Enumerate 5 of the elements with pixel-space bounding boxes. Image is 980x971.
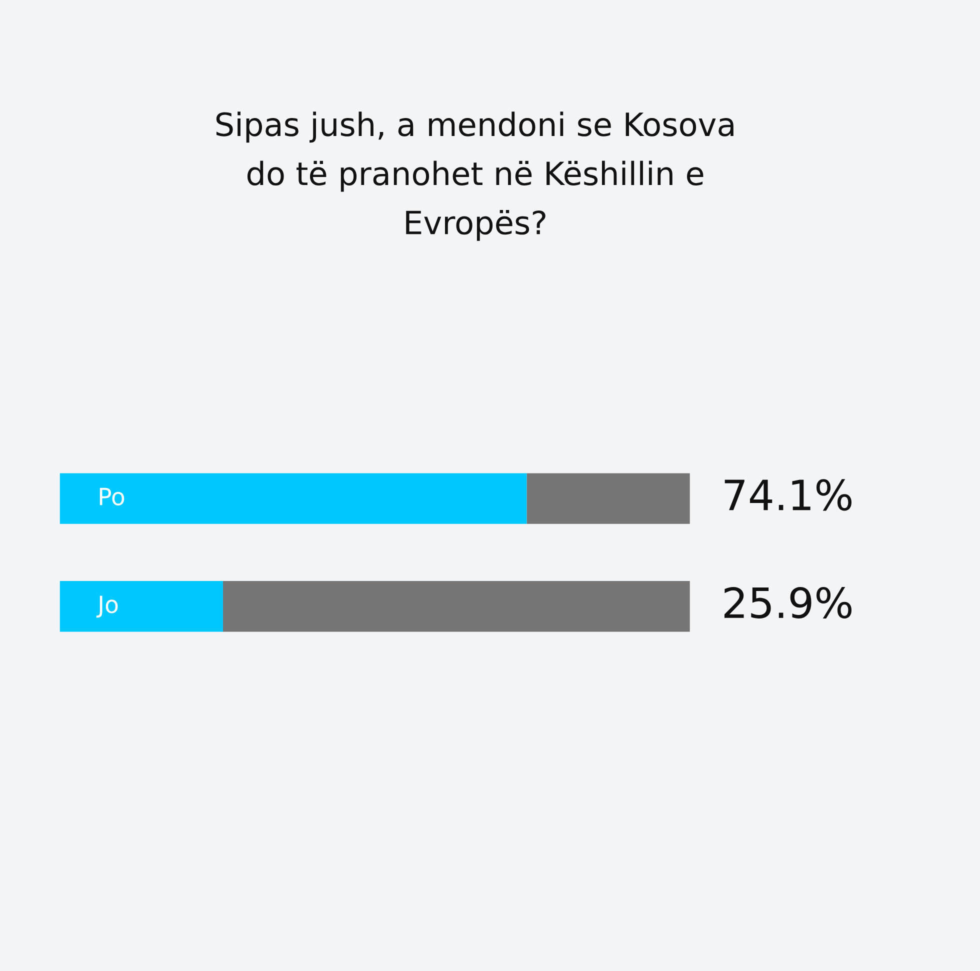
- chart-title: Sipas jush, a mendoni se Kosova do të pranohet në Këshillin e Evropës?: [216, 112, 734, 241]
- y-tick-label: Jo: [96, 596, 118, 618]
- y-tick-label: Po: [100, 488, 124, 506]
- data-label: 25.9%: [724, 586, 852, 618]
- data-label: 74.1%: [724, 479, 852, 511]
